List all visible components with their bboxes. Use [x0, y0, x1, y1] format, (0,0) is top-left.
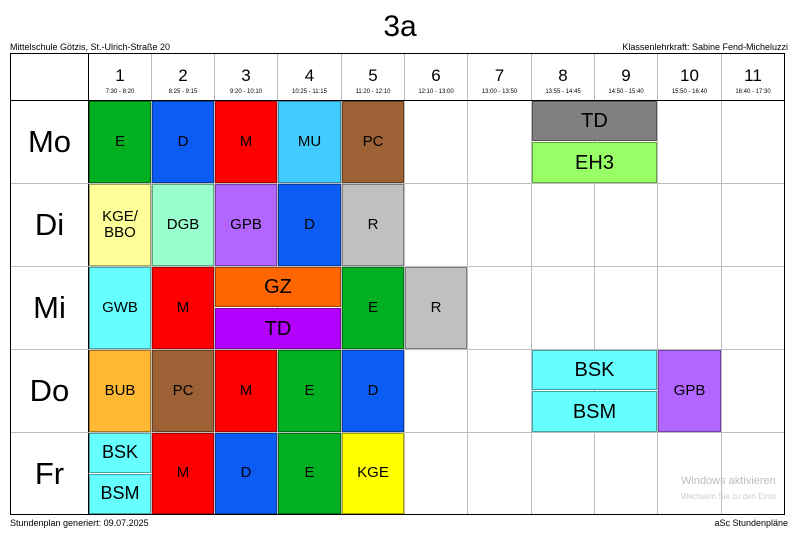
lesson-mo-1[interactable]: E: [89, 101, 151, 183]
period-number: 10: [680, 66, 699, 85]
lesson-di-3[interactable]: GPB: [215, 184, 277, 266]
day-label-di: Di: [34, 207, 65, 242]
period-number: 2: [178, 66, 188, 85]
period-number: 7: [494, 66, 505, 85]
school-address: Mittelschule Götzis, St.-Ulrich-Straße 2…: [10, 42, 171, 52]
lesson-do-3[interactable]: M: [215, 350, 277, 432]
period-number: 3: [241, 66, 251, 85]
lesson-di-1[interactable]: KGE/ BBO: [89, 184, 151, 266]
lesson-di-5[interactable]: R: [342, 184, 404, 266]
period-number: 6: [431, 66, 441, 85]
grid-line: [11, 349, 784, 350]
lesson-fr-5[interactable]: KGE: [342, 433, 404, 514]
lesson-mi-3-4-td[interactable]: TD: [215, 308, 341, 349]
windows-activation-watermark: Windows aktivieren: [681, 475, 776, 487]
period-number: 11: [744, 66, 762, 85]
lesson-do-8-9-bsm[interactable]: BSM: [532, 391, 657, 432]
lesson-do-5[interactable]: D: [342, 350, 404, 432]
period-time: 8:25 - 9:15: [168, 89, 198, 95]
lesson-do-10[interactable]: GPB: [658, 350, 721, 432]
lesson-mi-5[interactable]: E: [342, 267, 404, 349]
grid-line: [11, 266, 784, 267]
grid-line: [467, 54, 468, 514]
period-number: 9: [621, 66, 631, 85]
lesson-mo-8-9-td[interactable]: TD: [532, 101, 657, 141]
lesson-mi-3-4-gz[interactable]: GZ: [215, 267, 341, 307]
lesson-mi-2[interactable]: M: [152, 267, 214, 349]
grid-line: [404, 54, 405, 514]
lesson-fr-3[interactable]: D: [215, 433, 277, 514]
lesson-mo-4[interactable]: MU: [278, 101, 341, 183]
generated-date: Stundenplan generiert: 09.07.2025: [10, 518, 149, 528]
day-label-do: Do: [29, 373, 70, 408]
windows-activation-hint: Wechseln Sie zu den Einst: [681, 492, 777, 501]
grid-line: [721, 54, 722, 514]
lesson-fr-4[interactable]: E: [278, 433, 341, 514]
lesson-fr-1-bsm[interactable]: BSM: [89, 474, 151, 514]
lesson-fr-1-bsk[interactable]: BSK: [89, 433, 151, 473]
period-number: 1: [115, 66, 125, 85]
lesson-do-1[interactable]: BUB: [89, 350, 151, 432]
grid-line: [11, 432, 784, 433]
period-time: 12:10 - 13:00: [418, 89, 454, 95]
period-time: 11:20 - 12:10: [355, 89, 391, 95]
grid-line: [214, 54, 215, 514]
period-time: 10:25 - 11:15: [292, 89, 327, 95]
class-teacher: Klassenlehrkraft: Sabine Fend-Micheluzzi: [622, 42, 788, 52]
timetable-grid: 1 7:30 - 8:20 2 8:25 - 9:15 3 9:20 - 10:…: [10, 53, 785, 515]
lesson-do-8-9-bsk[interactable]: BSK: [532, 350, 657, 390]
grid-line: [594, 54, 595, 514]
lesson-mo-8-9-eh3[interactable]: EH3: [532, 142, 657, 183]
grid-line: [531, 54, 532, 514]
period-time: 9:20 - 10:10: [229, 89, 263, 95]
grid-line: [151, 54, 152, 514]
grid-line: [11, 100, 784, 101]
grid-line: [341, 54, 342, 514]
lesson-di-2[interactable]: DGB: [152, 184, 214, 266]
software-credit: aSc Stundenpläne: [714, 518, 788, 528]
day-label-mi: Mi: [33, 290, 66, 325]
period-time: 7:30 - 8:20: [105, 89, 135, 95]
lesson-mi-6[interactable]: R: [405, 267, 467, 349]
lesson-mo-5[interactable]: PC: [342, 101, 404, 183]
day-label-fr: Fr: [34, 455, 65, 491]
lesson-mo-3[interactable]: M: [215, 101, 277, 183]
lesson-do-2[interactable]: PC: [152, 350, 214, 432]
period-time: 16:40 - 17:30: [735, 89, 771, 95]
period-number: 4: [304, 66, 315, 85]
period-number: 8: [558, 66, 568, 85]
day-label-mo: Mo: [27, 124, 72, 159]
grid-line: [88, 54, 89, 514]
period-time: 15:50 - 16:40: [671, 89, 708, 95]
period-number: 5: [368, 66, 378, 85]
lesson-mi-1[interactable]: GWB: [89, 267, 151, 349]
grid-line: [657, 54, 658, 514]
lesson-do-4[interactable]: E: [278, 350, 341, 432]
lesson-fr-2[interactable]: M: [152, 433, 214, 514]
period-time: 13:55 - 14:45: [545, 89, 581, 95]
lesson-di-4[interactable]: D: [278, 184, 341, 266]
lesson-mo-2[interactable]: D: [152, 101, 214, 183]
class-title: 3a: [383, 10, 417, 43]
grid-line: [11, 183, 784, 184]
period-time: 14:50 - 15:40: [608, 89, 644, 95]
period-time: 13:00 - 13:50: [481, 89, 518, 95]
